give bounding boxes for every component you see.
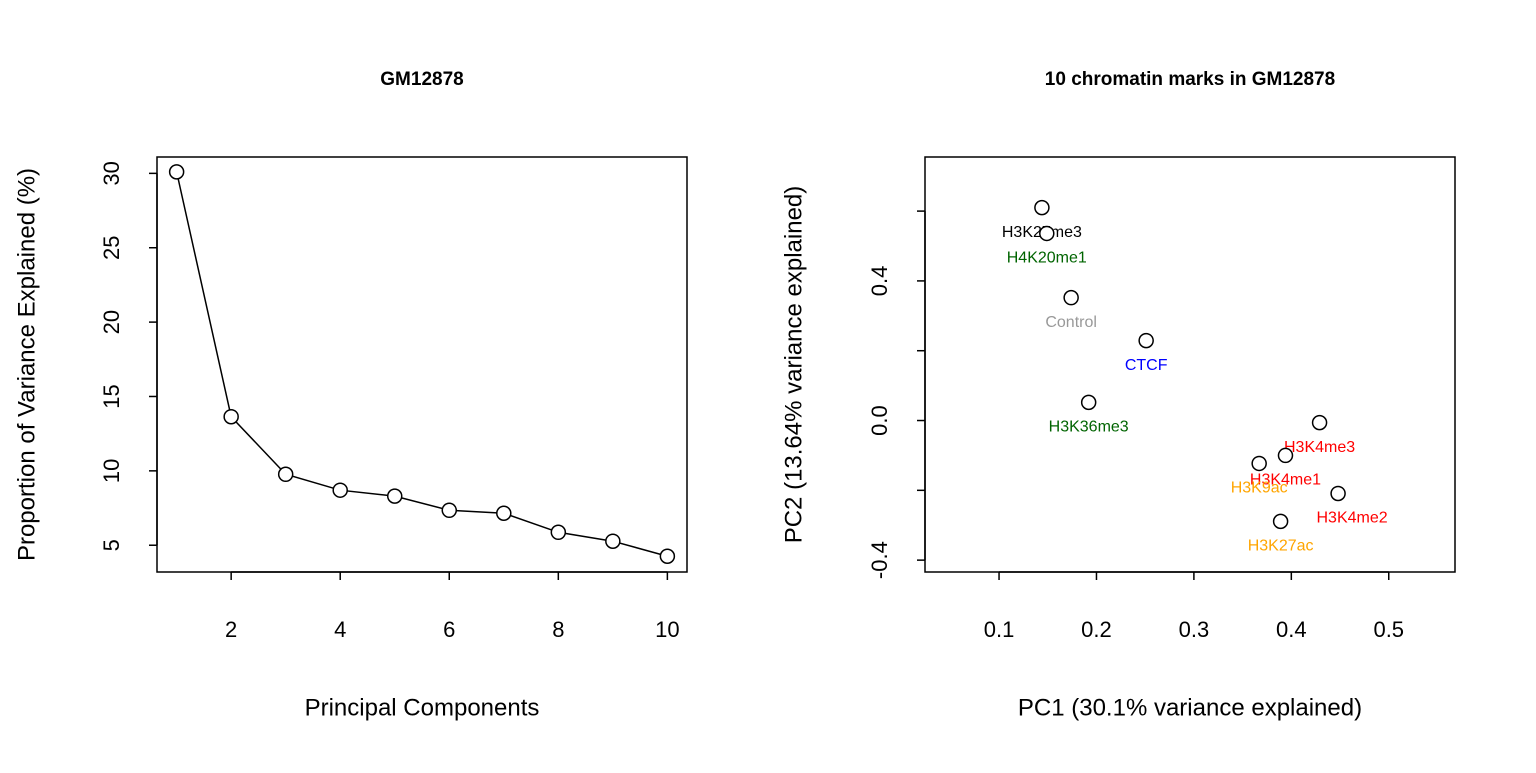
x-tick-label: 6	[443, 617, 455, 642]
y-axis-title: PC2 (13.64% variance explained)	[780, 186, 807, 544]
x-tick-label: 8	[552, 617, 564, 642]
point-label: H3K9ac	[1231, 480, 1288, 497]
point	[550, 524, 567, 541]
x-tick-label: 2	[225, 617, 237, 642]
point	[441, 502, 458, 519]
y-tick-label: 30	[99, 161, 124, 185]
chart-title: 10 chromatin marks in GM12878	[1045, 69, 1335, 90]
point-label: H4K20me1	[1007, 250, 1087, 267]
point-label: H3K4me1	[1250, 472, 1321, 489]
point	[277, 466, 294, 483]
point	[1272, 513, 1289, 530]
point	[496, 505, 512, 521]
point	[168, 164, 185, 180]
point	[1138, 332, 1154, 349]
y-tick-label: 5	[99, 539, 124, 551]
point	[1251, 455, 1267, 472]
point	[1330, 485, 1346, 502]
point	[332, 482, 348, 498]
point-label: H3K36me3	[1049, 419, 1129, 436]
x-tick-label: 0.4	[1276, 617, 1307, 642]
point	[1311, 414, 1328, 431]
point	[1063, 289, 1079, 306]
point	[1080, 394, 1097, 411]
y-tick-label: 20	[99, 310, 124, 334]
point	[223, 408, 239, 425]
point	[1034, 199, 1050, 216]
y-tick-label: 15	[99, 384, 124, 408]
x-tick-label: 4	[334, 617, 346, 642]
point	[659, 548, 676, 564]
point	[605, 533, 621, 549]
x-axis-title: Principal Components	[305, 694, 540, 721]
point-label: H3K27ac	[1248, 538, 1314, 555]
chart-title: GM12878	[380, 69, 463, 90]
x-tick-label: 0.1	[984, 617, 1015, 642]
point-label: H3K4me2	[1317, 510, 1388, 527]
line	[175, 171, 668, 557]
y-tick-label: 25	[99, 235, 124, 259]
point	[1039, 225, 1055, 242]
point	[386, 488, 403, 504]
y-tick-label: 0.0	[867, 405, 892, 436]
point-label: H3K4me3	[1284, 439, 1355, 456]
point-label: Control	[1045, 314, 1097, 331]
y-tick-label: 10	[99, 459, 124, 483]
y-axis-title: Proportion of Variance Explained (%)	[13, 168, 40, 561]
point	[1277, 447, 1294, 464]
x-tick-label: 0.3	[1179, 617, 1210, 642]
x-tick-label: 0.2	[1081, 617, 1112, 642]
y-tick-label: -0.4	[867, 541, 892, 579]
y-tick-label: 0.4	[867, 266, 892, 297]
point-label: CTCF	[1125, 357, 1168, 374]
x-tick-label: 0.5	[1373, 617, 1404, 642]
x-tick-label: 10	[655, 617, 679, 642]
x-axis-title: PC1 (30.1% variance explained)	[1018, 694, 1362, 721]
